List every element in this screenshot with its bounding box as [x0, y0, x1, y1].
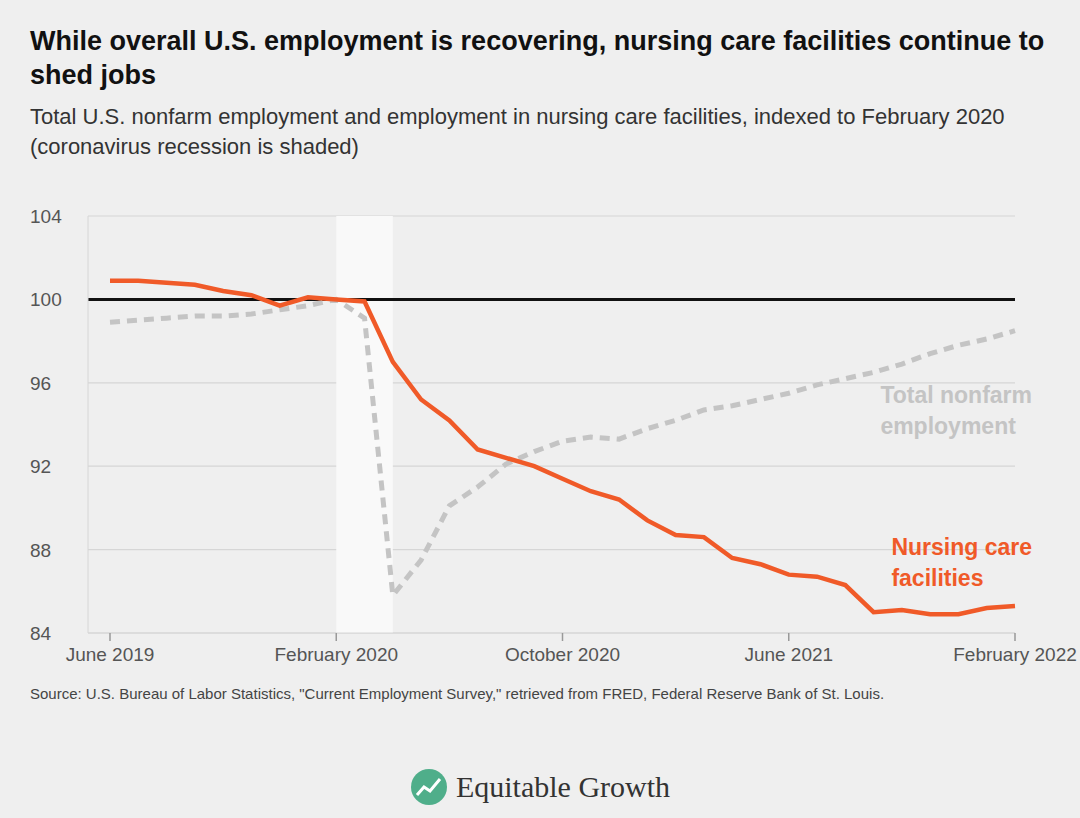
svg-text:104: 104: [30, 206, 62, 227]
svg-text:October 2020: October 2020: [505, 644, 620, 665]
html-text:Source: U.S. Bureau of Labor S: Source: U.S. Bureau of Labor Statistics,…: [30, 685, 885, 702]
svg-text:June 2019: June 2019: [66, 644, 155, 665]
svg-text:June 2021: June 2021: [744, 644, 833, 665]
html-text:employment: employment: [880, 413, 1016, 439]
svg-text:84: 84: [30, 623, 52, 644]
html-text:While overall U.S. employment: While overall U.S. employment is recover…: [30, 26, 1045, 90]
svg-text:88: 88: [30, 540, 51, 561]
html-text:facilities: facilities: [891, 565, 984, 591]
svg-text:96: 96: [30, 373, 51, 394]
svg-text:100: 100: [30, 289, 62, 310]
html-text:Equitable Growth: Equitable Growth: [455, 770, 671, 803]
svg-text:February 2020: February 2020: [274, 644, 398, 665]
html-text:Total U.S. nonfarm employment: Total U.S. nonfarm employment and employ…: [30, 104, 1005, 159]
svg-text:February 2022: February 2022: [953, 644, 1072, 665]
html-text:Total nonfarm: Total nonfarm: [880, 382, 1032, 408]
svg-text:92: 92: [30, 456, 51, 477]
html-text:Nursing care: Nursing care: [891, 534, 1032, 560]
